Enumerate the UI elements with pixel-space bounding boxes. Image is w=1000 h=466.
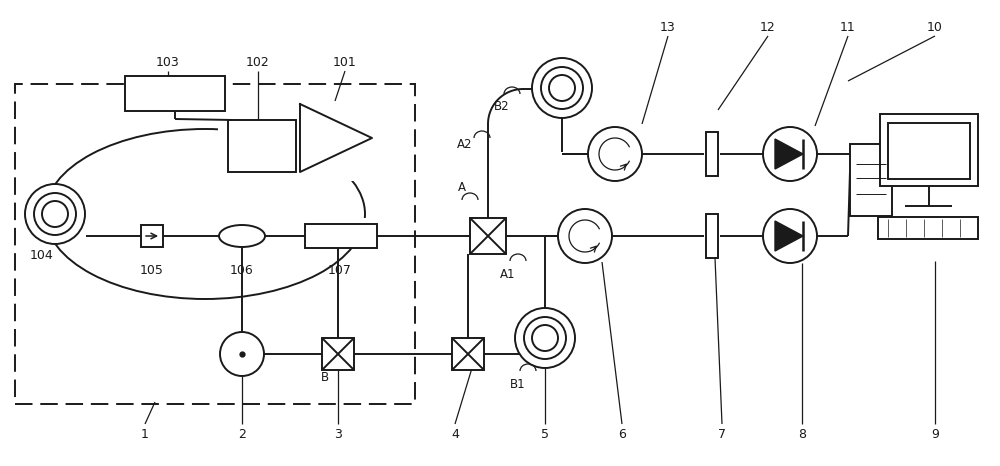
Text: 3: 3 <box>334 428 342 441</box>
Text: 2: 2 <box>238 428 246 441</box>
Text: 104: 104 <box>30 249 54 262</box>
Circle shape <box>763 127 817 181</box>
Circle shape <box>532 325 558 351</box>
Text: 9: 9 <box>931 428 939 441</box>
Ellipse shape <box>219 225 265 247</box>
Text: 103: 103 <box>156 56 180 69</box>
Text: 12: 12 <box>760 21 776 34</box>
Bar <box>452 338 484 370</box>
Bar <box>850 144 892 216</box>
Polygon shape <box>775 139 803 169</box>
Text: 107: 107 <box>328 264 352 277</box>
Bar <box>141 225 163 247</box>
Text: 10: 10 <box>927 21 943 34</box>
Bar <box>880 114 978 186</box>
Circle shape <box>588 127 642 181</box>
Circle shape <box>558 209 612 263</box>
Bar <box>470 218 506 254</box>
Circle shape <box>34 193 76 235</box>
Bar <box>228 120 296 172</box>
Text: 7: 7 <box>718 428 726 441</box>
Bar <box>218 112 303 172</box>
Bar <box>222 224 302 248</box>
Bar <box>878 217 978 239</box>
Circle shape <box>42 201 68 227</box>
Text: 4: 4 <box>451 428 459 441</box>
Text: A2: A2 <box>456 137 472 151</box>
Text: 105: 105 <box>140 264 164 277</box>
Polygon shape <box>775 221 803 251</box>
Bar <box>15 84 415 404</box>
Text: 5: 5 <box>541 428 549 441</box>
Text: 13: 13 <box>660 21 676 34</box>
Text: 102: 102 <box>246 56 270 69</box>
Text: A1: A1 <box>500 268 516 281</box>
Circle shape <box>549 75 575 101</box>
Bar <box>125 76 225 111</box>
Text: B2: B2 <box>494 100 510 113</box>
Text: 6: 6 <box>618 428 626 441</box>
Text: 106: 106 <box>230 264 254 277</box>
Circle shape <box>763 209 817 263</box>
Bar <box>138 224 168 248</box>
Bar <box>300 218 385 248</box>
Circle shape <box>541 67 583 109</box>
Circle shape <box>25 184 85 244</box>
Bar <box>706 214 718 258</box>
Bar <box>706 132 718 176</box>
Text: 8: 8 <box>798 428 806 441</box>
Bar <box>305 224 377 248</box>
Text: 1: 1 <box>141 428 149 441</box>
Circle shape <box>524 317 566 359</box>
Bar <box>322 338 354 370</box>
Text: 101: 101 <box>333 56 357 69</box>
Text: B1: B1 <box>510 378 526 391</box>
Circle shape <box>532 58 592 118</box>
Text: A: A <box>458 181 466 194</box>
Text: B: B <box>321 371 329 384</box>
Text: 11: 11 <box>840 21 856 34</box>
Circle shape <box>220 332 264 376</box>
Polygon shape <box>300 104 372 172</box>
Bar <box>292 91 377 181</box>
Circle shape <box>515 308 575 368</box>
Bar <box>888 123 970 179</box>
